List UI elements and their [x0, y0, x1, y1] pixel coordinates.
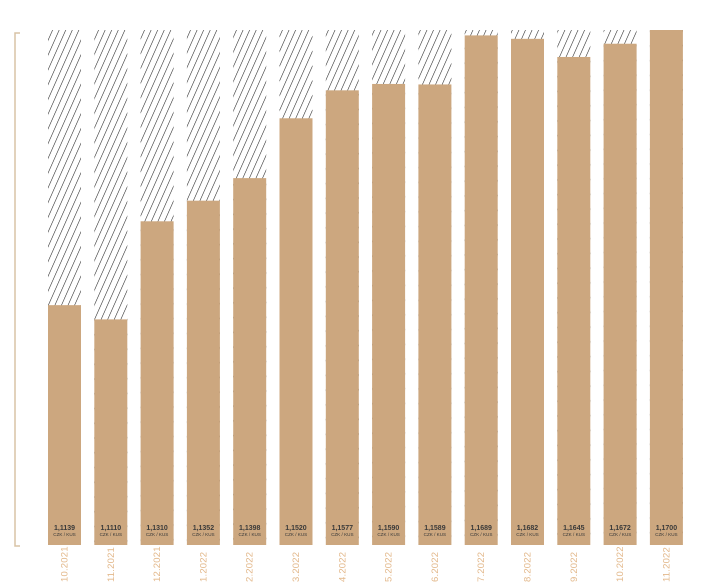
- bar-10: [511, 38, 544, 545]
- unit-label-9: CZK / KUS: [470, 532, 492, 537]
- unit-label-5: CZK / KUS: [285, 532, 307, 537]
- category-label-9: 7.2022: [476, 552, 487, 582]
- value-label-1: 1,1110: [100, 525, 121, 532]
- bar-1: [94, 319, 128, 545]
- category-label-8: 6.2022: [430, 552, 441, 582]
- category-label-6: 4.2022: [337, 552, 348, 582]
- value-label-9: 1,1689: [470, 525, 492, 532]
- unit-label-8: CZK / KUS: [424, 532, 446, 537]
- bar-6: [325, 90, 359, 545]
- value-label-2: 1,1310: [146, 525, 168, 532]
- category-label-11: 9.2022: [569, 552, 580, 582]
- category-label-12: 10.2022: [615, 546, 626, 582]
- unit-label-3: CZK / KUS: [192, 532, 214, 537]
- unit-label-13: CZK / KUS: [655, 532, 677, 537]
- unit-label-1: CZK / KUS: [100, 532, 122, 537]
- category-label-0: 10.2021: [60, 546, 71, 582]
- bar-13: [649, 30, 683, 545]
- value-label-11: 1,1645: [563, 525, 585, 532]
- bar-2: [140, 221, 174, 546]
- value-label-6: 1,1577: [332, 525, 354, 532]
- bar-7: [372, 83, 406, 545]
- unit-label-11: CZK / KUS: [563, 532, 585, 537]
- bar-3: [186, 200, 220, 545]
- category-label-5: 3.2022: [291, 552, 302, 582]
- bars-group: [48, 30, 683, 546]
- bar-9: [464, 35, 498, 546]
- value-label-13: 1,1700: [656, 525, 678, 532]
- unit-label-10: CZK / KUS: [516, 532, 538, 537]
- value-label-0: 1,1139: [54, 525, 75, 532]
- unit-label-2: CZK / KUS: [146, 532, 168, 537]
- category-label-7: 5.2022: [384, 552, 395, 582]
- value-label-3: 1,1352: [193, 525, 215, 532]
- unit-label-7: CZK / KUS: [377, 532, 399, 537]
- left-bracket: [14, 32, 20, 547]
- bar-5: [279, 118, 313, 546]
- unit-label-0: CZK / KUS: [53, 532, 75, 537]
- category-label-13: 11.2022: [661, 547, 672, 582]
- category-label-10: 8.2022: [523, 552, 534, 582]
- value-label-12: 1,1672: [609, 525, 631, 532]
- value-label-10: 1,1682: [517, 525, 539, 532]
- bar-8: [418, 84, 452, 545]
- value-label-7: 1,1590: [378, 525, 400, 532]
- bar-4: [233, 178, 267, 545]
- bar-11: [557, 56, 591, 545]
- category-label-4: 2.2022: [245, 552, 256, 582]
- bar-12: [603, 43, 637, 545]
- bar-0: [48, 305, 81, 545]
- value-label-8: 1,1589: [424, 525, 446, 532]
- unit-label-12: CZK / KUS: [609, 532, 631, 537]
- value-label-4: 1,1398: [239, 525, 261, 532]
- category-label-3: 1.2022: [198, 552, 209, 582]
- unit-label-6: CZK / KUS: [331, 532, 353, 537]
- category-label-1: 11.2021: [106, 547, 117, 582]
- category-label-2: 12.2021: [152, 546, 163, 582]
- value-label-5: 1,1520: [285, 525, 307, 532]
- unit-label-4: CZK / KUS: [238, 532, 260, 537]
